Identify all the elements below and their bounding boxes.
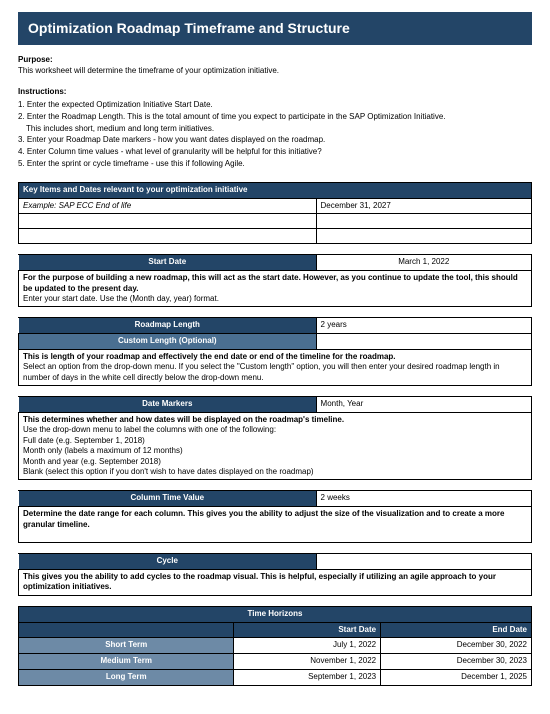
horizon-start[interactable]: November 1, 2022 [234, 654, 381, 670]
roadmap-length-desc: This is length of your roadmap and effec… [19, 350, 532, 386]
roadmap-length-value[interactable]: 2 years [316, 318, 531, 334]
table-row [19, 229, 532, 244]
purpose-block: Purpose: This worksheet will determine t… [18, 55, 532, 77]
cycle-value[interactable] [316, 554, 531, 570]
cycle-table: Cycle This gives you the ability to add … [18, 553, 532, 596]
column-time-table: Column Time Value 2 weeks Determine the … [18, 490, 532, 543]
date-markers-header: Date Markers [19, 397, 317, 413]
instructions-block: Instructions: 1. Enter the expected Opti… [18, 87, 532, 170]
custom-length-value[interactable] [316, 334, 531, 350]
key-item-value[interactable] [316, 214, 531, 229]
instruction-line: 3. Enter your Roadmap Date markers - how… [18, 135, 532, 146]
instruction-line: 4. Enter Column time values - what level… [18, 147, 532, 158]
key-item-label[interactable] [19, 214, 317, 229]
date-markers-table: Date Markers Month, Year This determines… [18, 396, 532, 480]
page-title: Optimization Roadmap Timeframe and Struc… [18, 12, 532, 45]
column-time-header: Column Time Value [19, 491, 317, 507]
instruction-line: 2. Enter the Roadmap Length. This is the… [18, 112, 532, 123]
purpose-label: Purpose: [18, 55, 532, 66]
start-date-value[interactable]: March 1, 2022 [316, 255, 531, 271]
horizon-label: Long Term [19, 670, 234, 686]
instruction-line: 5. Enter the sprint or cycle timeframe -… [18, 159, 532, 170]
horizon-end[interactable]: December 30, 2023 [381, 654, 532, 670]
horizon-label: Medium Term [19, 654, 234, 670]
instruction-line: 1. Enter the expected Optimization Initi… [18, 100, 532, 111]
col-start-date: Start Date [234, 622, 381, 638]
roadmap-length-table: Roadmap Length 2 years Custom Length (Op… [18, 317, 532, 386]
key-item-label[interactable] [19, 229, 317, 244]
table-row: Medium Term November 1, 2022 December 30… [19, 654, 532, 670]
cycle-desc: This gives you the ability to add cycles… [19, 570, 532, 596]
cycle-header: Cycle [19, 554, 317, 570]
time-horizons-table: Time Horizons Start Date End Date Short … [18, 606, 532, 686]
horizon-label: Short Term [19, 638, 234, 654]
table-row [19, 214, 532, 229]
horizon-end[interactable]: December 1, 2025 [381, 670, 532, 686]
time-horizons-title: Time Horizons [19, 606, 532, 622]
custom-length-header: Custom Length (Optional) [19, 334, 317, 350]
purpose-text: This worksheet will determine the timefr… [18, 66, 532, 77]
table-row: Long Term September 1, 2023 December 1, … [19, 670, 532, 686]
date-markers-value[interactable]: Month, Year [316, 397, 531, 413]
table-row: Short Term July 1, 2022 December 30, 202… [19, 638, 532, 654]
horizon-start[interactable]: September 1, 2023 [234, 670, 381, 686]
key-item-value[interactable] [316, 229, 531, 244]
col-end-date: End Date [381, 622, 532, 638]
horizon-end[interactable]: December 30, 2022 [381, 638, 532, 654]
key-items-header: Key Items and Dates relevant to your opt… [19, 182, 532, 198]
horizon-start[interactable]: July 1, 2022 [234, 638, 381, 654]
start-date-table: Start Date March 1, 2022 For the purpose… [18, 254, 532, 307]
key-items-table: Key Items and Dates relevant to your opt… [18, 182, 532, 245]
instruction-line: This includes short, medium and long ter… [18, 124, 532, 135]
key-item-label: Example: SAP ECC End of life [19, 198, 317, 214]
roadmap-length-header: Roadmap Length [19, 318, 317, 334]
start-date-header: Start Date [19, 255, 317, 271]
instructions-label: Instructions: [18, 87, 532, 98]
column-time-value[interactable]: 2 weeks [316, 491, 531, 507]
table-row: Example: SAP ECC End of life December 31… [19, 198, 532, 214]
column-time-desc: Determine the date range for each column… [19, 507, 532, 543]
start-date-desc: For the purpose of building a new roadma… [19, 271, 532, 307]
date-markers-desc: This determines whether and how dates wi… [19, 412, 532, 479]
key-item-value[interactable]: December 31, 2027 [316, 198, 531, 214]
